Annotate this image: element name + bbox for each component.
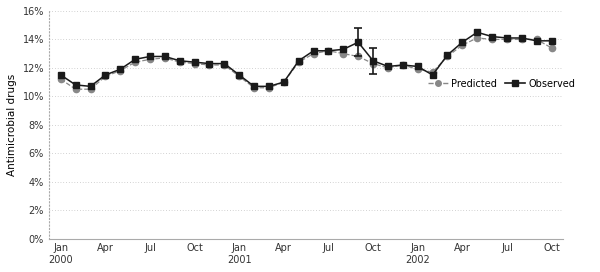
Y-axis label: Antimicrobial drugs: Antimicrobial drugs [7, 74, 17, 176]
Legend: Predicted, Observed: Predicted, Observed [424, 75, 579, 92]
